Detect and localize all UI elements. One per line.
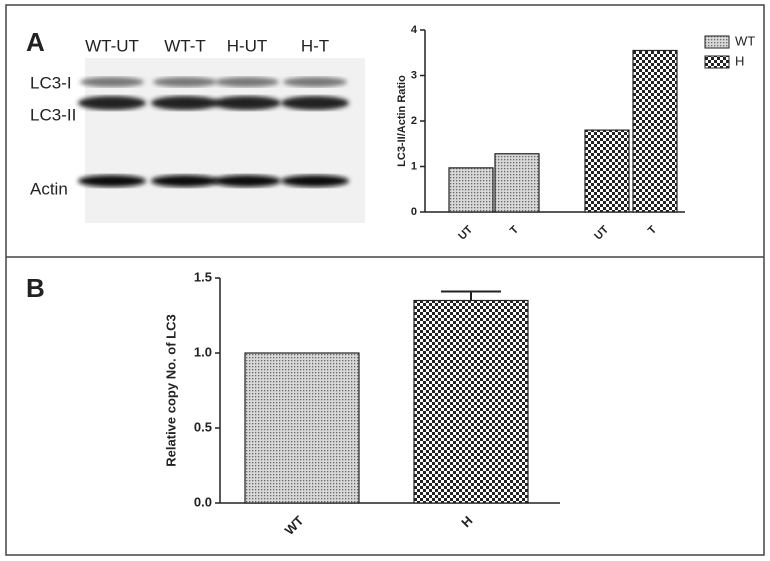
y-tick-label: 1.5: [194, 269, 212, 284]
band: [151, 96, 219, 110]
legend-label: WT: [735, 33, 755, 48]
band: [80, 77, 144, 87]
bar: [495, 154, 539, 212]
western-blot: WT-UT WT-T H-UT H-T LC3-I LC3-II Actin: [30, 36, 365, 223]
bar: [633, 50, 677, 212]
bar: [414, 301, 528, 504]
y-axis-label: Relative copy No. of LC3: [163, 314, 178, 466]
bar: [449, 168, 493, 212]
legend-swatch: [705, 56, 729, 68]
band: [215, 77, 279, 87]
lane-label: WT-UT: [85, 36, 139, 55]
panel-label: B: [26, 273, 45, 303]
x-tick-label: H: [458, 513, 475, 530]
x-tick-label: UT: [592, 223, 611, 242]
error-bar: [441, 292, 501, 301]
lane-label: H-T: [301, 36, 329, 55]
y-tick-label: 0.0: [194, 494, 212, 509]
band: [151, 175, 219, 187]
band-label: Actin: [30, 179, 68, 198]
band-label: LC3-II: [30, 105, 76, 124]
band-label: LC3-I: [30, 73, 72, 92]
x-tick-label: WT: [282, 513, 307, 538]
legend-label: H: [735, 53, 744, 68]
figure: A B WT-UT WT-T H-UT H-T LC3-I LC3-II Actin 0 1 2…: [0, 0, 770, 561]
band: [78, 175, 146, 187]
band: [153, 77, 217, 87]
x-tick-label: UT: [456, 223, 475, 242]
y-tick-label: 1.0: [194, 344, 212, 359]
band: [78, 96, 146, 110]
lane-label: H-UT: [227, 36, 268, 55]
lane-label: WT-T: [164, 36, 206, 55]
bar: [585, 130, 629, 212]
band: [213, 175, 281, 187]
band: [281, 96, 349, 110]
y-tick-label: 0.5: [194, 419, 212, 434]
y-tick-label: 4: [411, 24, 418, 36]
bar: [245, 353, 359, 503]
y-axis-label: LC3-II/Actin Ratio: [396, 75, 408, 167]
y-tick-label: 2: [411, 115, 417, 127]
band: [281, 175, 349, 187]
x-tick-label: T: [508, 224, 521, 237]
y-tick-label: 0: [411, 206, 417, 218]
band: [213, 96, 281, 110]
band: [283, 77, 347, 87]
panel-label: A: [26, 27, 45, 57]
x-tick-label: T: [646, 224, 659, 237]
y-tick-label: 1: [411, 160, 417, 172]
legend-swatch: [705, 36, 729, 48]
y-tick-label: 3: [411, 69, 417, 81]
